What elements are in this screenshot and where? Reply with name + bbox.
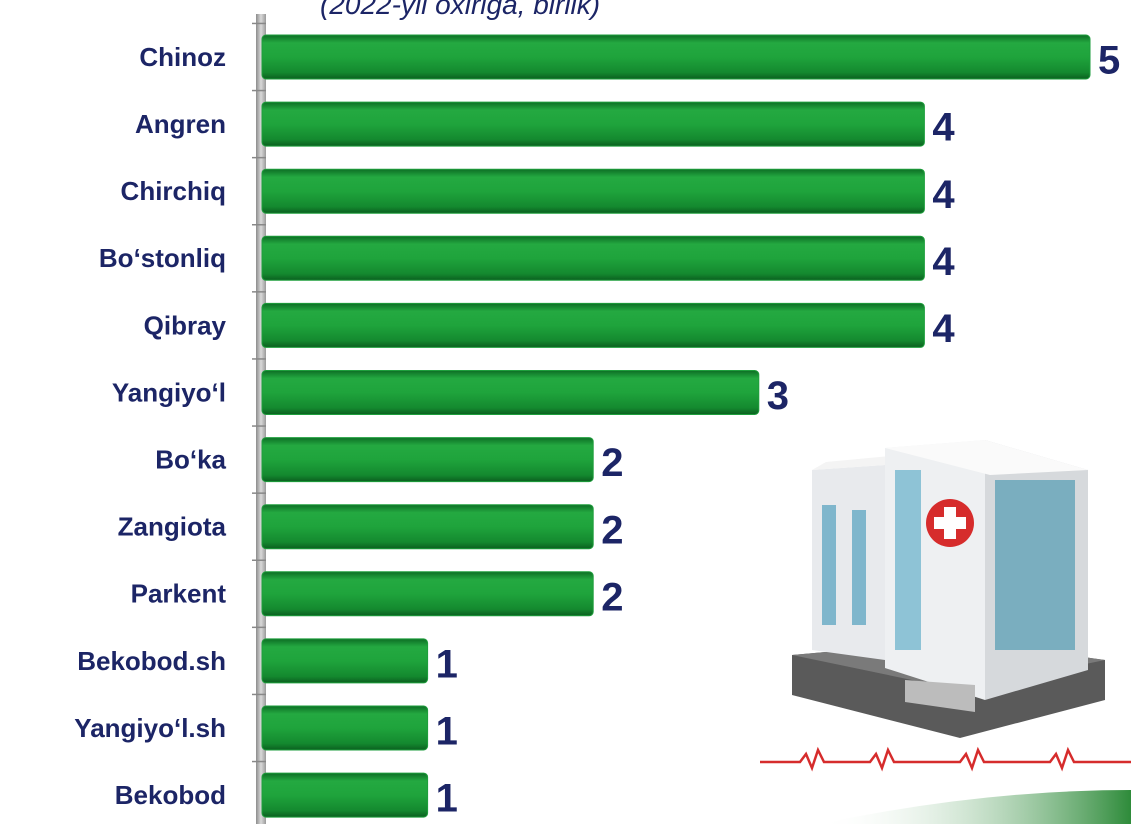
category-label: Yangiyo‘l xyxy=(112,377,226,407)
category-label: Bekobod xyxy=(115,780,226,810)
value-label: 4 xyxy=(932,173,955,217)
bar xyxy=(261,168,925,214)
value-label: 1 xyxy=(436,642,458,686)
bar xyxy=(261,504,594,550)
value-label: 2 xyxy=(601,441,623,485)
category-label: Bo‘ka xyxy=(155,444,226,474)
value-label: 3 xyxy=(767,374,789,418)
chart-subtitle: (2022-yil oxiriga, birlik) xyxy=(320,0,600,20)
axis-separators xyxy=(252,22,266,763)
bar xyxy=(261,638,429,684)
bar xyxy=(261,437,594,483)
bar xyxy=(261,101,925,147)
bar xyxy=(261,302,925,348)
value-label: 1 xyxy=(436,777,458,821)
category-label: Zangiota xyxy=(118,512,227,542)
bar xyxy=(261,705,429,751)
category-label: Bo‘stonliq xyxy=(99,243,226,273)
bar xyxy=(261,370,760,415)
category-label: Yangiyo‘l.sh xyxy=(74,713,226,743)
category-label: Angren xyxy=(135,109,226,139)
axis-wall xyxy=(256,14,266,824)
value-label: 2 xyxy=(601,575,623,619)
value-label: 5 xyxy=(1098,39,1120,83)
category-label: Chirchiq xyxy=(121,176,226,206)
category-label: Parkent xyxy=(131,579,227,609)
decor-swoosh xyxy=(820,790,1131,824)
value-label: 4 xyxy=(932,240,955,284)
category-label: Chinoz xyxy=(139,42,226,72)
category-label: Qibray xyxy=(144,310,227,340)
bar xyxy=(261,571,594,617)
bar xyxy=(261,34,1091,80)
value-label: 1 xyxy=(436,710,458,754)
value-label: 4 xyxy=(932,106,955,150)
hospital-illustration xyxy=(792,440,1105,738)
bar xyxy=(261,235,925,281)
value-label: 4 xyxy=(932,307,955,351)
value-label: 2 xyxy=(601,508,623,552)
heartbeat-line xyxy=(760,746,1131,772)
category-label: Bekobod.sh xyxy=(77,646,226,676)
bar xyxy=(261,772,429,818)
